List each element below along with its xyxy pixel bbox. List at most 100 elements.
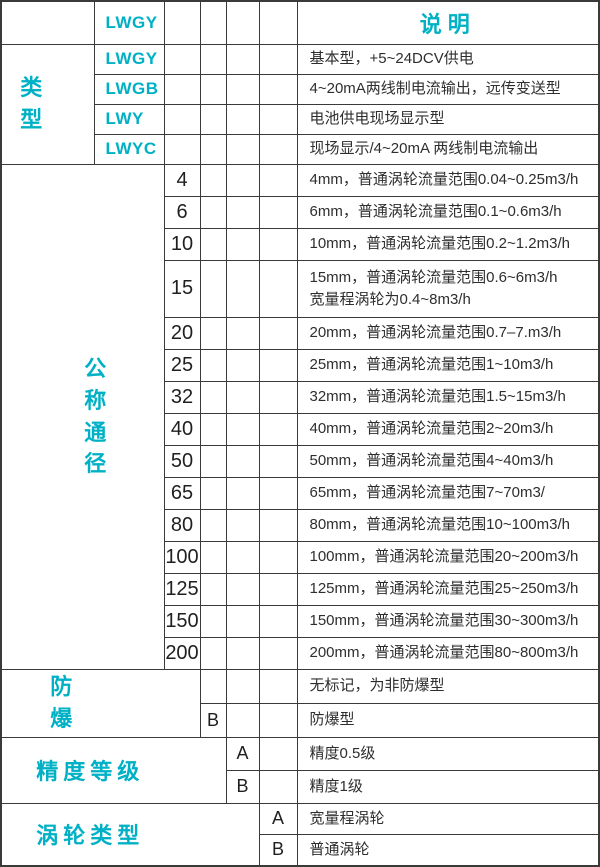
table-row: 80 80mm，普通涡轮流量范围10~100m3/h xyxy=(1,508,600,542)
description-cell: 10mm，普通涡轮流量范围0.2~1.2m3/h xyxy=(296,227,600,261)
table-row: B 精度1级 xyxy=(1,769,600,804)
spacer-cell xyxy=(225,73,260,105)
description-cell: 125mm，普通涡轮流量范围25~250m3/h xyxy=(296,572,600,606)
table-row: 类型 LWGY 基本型，+5~24DCV供电 xyxy=(0,43,600,165)
section-label-turbine: 涡轮类型 xyxy=(0,802,260,867)
table-row: 6 6mm，普通涡轮流量范围0.1~0.6m3/h xyxy=(1,195,600,229)
description-cell: 25mm，普通涡轮流量范围1~10m3/h xyxy=(296,348,600,382)
spacer-cell xyxy=(258,668,298,704)
description-cell: 防爆型 xyxy=(296,702,600,738)
spacer-cell xyxy=(258,348,298,382)
diameter-cell: 80 xyxy=(163,508,201,542)
table-row: 100 100mm，普通涡轮流量范围20~200m3/h xyxy=(1,540,600,574)
description-cell: 20mm，普通涡轮流量范围0.7–7.m3/h xyxy=(296,316,600,350)
spacer-cell xyxy=(258,508,298,542)
description-cell: 50mm，普通涡轮流量范围4~40m3/h xyxy=(296,444,600,478)
diameter-cell: 32 xyxy=(163,380,201,414)
section-label-text: 防爆 xyxy=(50,674,73,731)
spacer-cell xyxy=(225,380,260,414)
description-cell: 无标记，为非防爆型 xyxy=(296,668,600,704)
description-cell: 电池供电现场显示型 xyxy=(296,103,600,135)
description-cell: 基本型，+5~24DCV供电 xyxy=(296,43,600,75)
spacer-cell xyxy=(258,43,298,75)
spacer-cell xyxy=(199,412,227,446)
spacer-cell xyxy=(225,227,260,261)
spacer-cell xyxy=(258,380,298,414)
spacer-cell xyxy=(258,163,298,197)
code-cell: LWGB xyxy=(93,73,165,105)
spacer-cell xyxy=(258,316,298,350)
section-label-text: 类型 xyxy=(20,75,43,132)
table-row: 50 50mm，普通涡轮流量范围4~40m3/h xyxy=(1,444,600,478)
spacer-cell xyxy=(258,636,298,670)
spacer-cell xyxy=(225,103,260,135)
spacer-cell xyxy=(258,702,298,738)
spacer-cell xyxy=(258,604,298,638)
spacer-cell xyxy=(258,133,298,165)
spacer-cell xyxy=(225,702,260,738)
diameter-cell: 200 xyxy=(163,636,201,670)
spacer-cell xyxy=(199,195,227,229)
table-row: 25 25mm，普通涡轮流量范围1~10m3/h xyxy=(1,348,600,382)
table-row: 125 125mm，普通涡轮流量范围25~250m3/h xyxy=(1,572,600,606)
description-cell: 4~20mA两线制电流输出，远传变送型 xyxy=(296,73,600,105)
description-cell: 现场显示/4~20mA 两线制电流输出 xyxy=(296,133,600,165)
code-cell: LWYC xyxy=(93,133,165,165)
table-row: LWYC 现场显示/4~20mA 两线制电流输出 xyxy=(1,133,600,165)
table-row: 65 65mm，普通涡轮流量范围7~70m3/ xyxy=(1,476,600,510)
code-cell: LWY xyxy=(93,103,165,135)
spacer-cell xyxy=(225,0,260,45)
spacer-cell xyxy=(225,133,260,165)
spacer-cell xyxy=(258,476,298,510)
table-row: LWY 电池供电现场显示型 xyxy=(1,103,600,135)
corner-cell xyxy=(0,0,95,45)
spacer-cell xyxy=(199,476,227,510)
spacer-cell xyxy=(163,0,201,45)
diameter-cell: 15 xyxy=(163,259,201,318)
diameter-cell: 20 xyxy=(163,316,201,350)
diameter-cell: 10 xyxy=(163,227,201,261)
description-header: 说明 xyxy=(296,0,600,45)
spacer-cell xyxy=(199,43,227,75)
description-cell: 宽量程涡轮 xyxy=(296,802,600,835)
spacer-cell xyxy=(199,133,227,165)
spacer-cell xyxy=(225,412,260,446)
spacer-cell xyxy=(225,636,260,670)
spacer-cell xyxy=(199,259,227,318)
spacer-cell xyxy=(199,572,227,606)
spacer-cell xyxy=(199,163,227,197)
spacer-cell xyxy=(199,103,227,135)
description-cell: 精度0.5级 xyxy=(296,736,600,771)
section-label-type: 类型 xyxy=(0,43,95,165)
spacer-cell xyxy=(258,572,298,606)
spacer-cell xyxy=(199,73,227,105)
spacer-cell xyxy=(258,769,298,804)
diameter-cell: 6 xyxy=(163,195,201,229)
description-cell: 精度1级 xyxy=(296,769,600,804)
spacer-cell xyxy=(199,540,227,574)
spacer-cell xyxy=(225,348,260,382)
code-cell: LWGY xyxy=(93,43,165,75)
spacer-cell xyxy=(258,736,298,771)
spacer-cell xyxy=(225,259,260,318)
explosion-code-cell: B xyxy=(199,702,227,738)
spacer-cell xyxy=(225,572,260,606)
spacer-cell xyxy=(199,348,227,382)
table-row: 涡轮类型 A 宽量程涡轮 xyxy=(0,802,600,867)
table-row: 20 20mm，普通涡轮流量范围0.7–7.m3/h xyxy=(1,316,600,350)
description-cell: 200mm，普通涡轮流量范围80~800m3/h xyxy=(296,636,600,670)
spacer-cell xyxy=(199,508,227,542)
table-row: 精度等级 A 精度0.5级 xyxy=(0,736,600,804)
table-row: 150 150mm，普通涡轮流量范围30~300m3/h xyxy=(1,604,600,638)
diameter-cell: 50 xyxy=(163,444,201,478)
diameter-cell: 125 xyxy=(163,572,201,606)
diameter-cell: 65 xyxy=(163,476,201,510)
description-line: 宽量程涡轮为0.4~8m3/h xyxy=(309,290,471,308)
spacer-cell xyxy=(199,380,227,414)
spacer-cell xyxy=(258,540,298,574)
spacer-cell xyxy=(199,227,227,261)
spacer-cell xyxy=(225,540,260,574)
description-cell: 65mm，普通涡轮流量范围7~70m3/ xyxy=(296,476,600,510)
spacer-cell xyxy=(225,668,260,704)
